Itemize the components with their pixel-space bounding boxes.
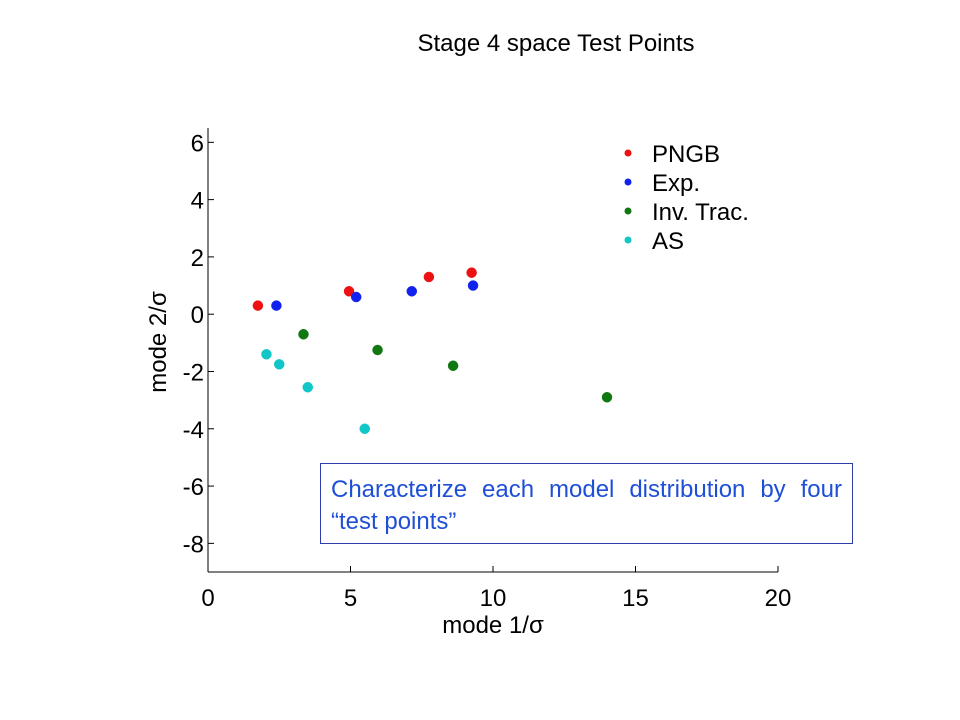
x-tick-label: 5 [344,585,357,612]
x-tick-label: 10 [480,585,507,612]
data-point [261,349,272,360]
y-tick-label: -4 [183,417,204,444]
x-tick-label: 15 [622,585,649,612]
y-tick-label: -8 [183,531,204,558]
legend-marker [624,207,632,215]
data-point [302,381,313,393]
y-tick-label: -6 [183,474,204,501]
legend-label: Exp. [652,170,700,197]
data-point [350,291,362,303]
data-point [343,286,355,297]
legend-label: AS [652,228,684,255]
legend-label: PNGB [652,141,720,168]
slide-title: Stage 4 space Test Points [417,30,695,57]
y-tick-label: 2 [191,245,204,272]
data-point [271,300,282,311]
legend-marker [624,236,632,244]
x-tick-label: 20 [765,585,792,612]
y-tick-label: 6 [191,130,204,157]
data-point [274,359,285,370]
data-point [467,280,479,291]
data-point [406,286,418,297]
callout-box: Characterize each model distribution by … [320,463,853,544]
y-tick-label: 4 [191,188,204,215]
y-axis-label: mode 2/σ [145,291,172,393]
data-point [447,360,459,372]
data-point [298,328,309,340]
x-tick-label: 0 [201,585,214,612]
legend-marker [624,178,632,186]
data-point [423,271,435,283]
legend-label: Inv. Trac. [652,199,749,226]
y-tick-label: 0 [191,302,204,329]
data-point [372,344,383,356]
x-axis-label: mode 1/σ [442,612,544,639]
legend-marker [624,149,632,157]
data-point [359,423,370,435]
y-tick-label: -2 [183,359,204,386]
data-point [601,392,613,403]
data-point [466,267,477,278]
data-point [252,300,264,311]
